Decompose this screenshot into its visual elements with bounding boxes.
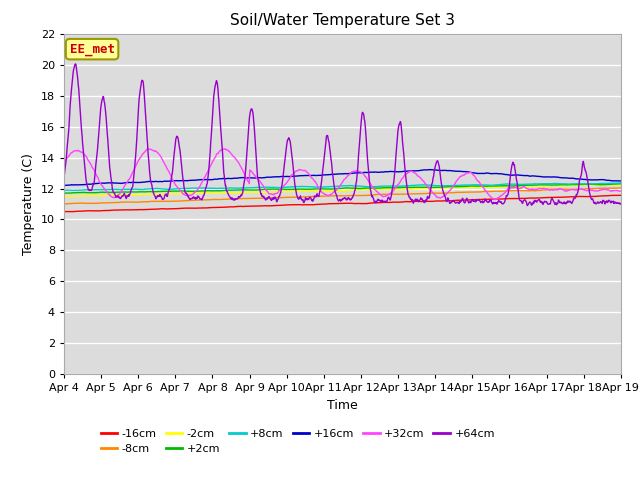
+8cm	[246, 185, 254, 191]
+32cm	[184, 192, 192, 198]
+16cm	[246, 175, 254, 181]
+64cm	[246, 108, 254, 114]
+64cm	[552, 201, 559, 207]
+8cm	[60, 187, 68, 193]
+32cm	[144, 146, 152, 152]
+2cm	[616, 181, 623, 187]
+32cm	[60, 159, 68, 165]
+64cm	[60, 175, 68, 180]
+16cm	[551, 174, 559, 180]
+8cm	[429, 182, 437, 188]
-8cm	[60, 201, 68, 207]
-16cm	[171, 206, 179, 212]
+32cm	[246, 168, 254, 173]
+64cm	[171, 146, 179, 152]
-2cm	[68, 193, 76, 199]
+16cm	[429, 167, 437, 173]
+2cm	[60, 191, 68, 196]
-2cm	[502, 184, 509, 190]
+16cm	[184, 178, 191, 183]
Y-axis label: Temperature (C): Temperature (C)	[22, 153, 35, 255]
+2cm	[246, 187, 254, 193]
Line: +2cm: +2cm	[64, 184, 621, 193]
-16cm	[616, 192, 624, 198]
+64cm	[617, 201, 625, 206]
-2cm	[246, 189, 254, 195]
-8cm	[551, 186, 559, 192]
+16cm	[426, 167, 433, 172]
+8cm	[184, 186, 192, 192]
Line: +16cm: +16cm	[64, 169, 621, 186]
-2cm	[617, 182, 625, 188]
-2cm	[60, 193, 68, 199]
+32cm	[617, 188, 625, 194]
-8cm	[246, 195, 254, 201]
+8cm	[551, 180, 559, 186]
-2cm	[184, 191, 192, 196]
-2cm	[605, 181, 613, 187]
Legend: -16cm, -8cm, -2cm, +2cm, +8cm, +16cm, +32cm, +64cm: -16cm, -8cm, -2cm, +2cm, +8cm, +16cm, +3…	[96, 424, 500, 459]
-8cm	[617, 185, 625, 191]
+32cm	[552, 187, 559, 192]
Title: Soil/Water Temperature Set 3: Soil/Water Temperature Set 3	[230, 13, 455, 28]
+16cm	[60, 183, 68, 189]
-8cm	[502, 188, 509, 194]
+16cm	[617, 178, 625, 184]
Line: +8cm: +8cm	[64, 183, 621, 191]
+64cm	[184, 194, 192, 200]
+16cm	[502, 171, 509, 177]
+8cm	[70, 188, 78, 193]
Line: -8cm: -8cm	[64, 188, 621, 204]
+64cm	[72, 61, 79, 67]
-16cm	[246, 204, 254, 209]
-2cm	[551, 183, 559, 189]
+2cm	[429, 184, 436, 190]
-16cm	[184, 205, 192, 211]
+32cm	[429, 190, 437, 196]
-16cm	[551, 194, 559, 200]
+8cm	[171, 186, 179, 192]
X-axis label: Time: Time	[327, 399, 358, 412]
+2cm	[184, 189, 191, 194]
-8cm	[170, 198, 178, 204]
+64cm	[524, 203, 531, 208]
+2cm	[551, 182, 559, 188]
-16cm	[502, 196, 509, 202]
-2cm	[171, 191, 179, 197]
Line: +32cm: +32cm	[64, 149, 621, 200]
+2cm	[617, 181, 625, 187]
-8cm	[429, 190, 436, 196]
-8cm	[184, 198, 191, 204]
-16cm	[60, 209, 68, 215]
Line: -2cm: -2cm	[64, 184, 621, 196]
+32cm	[171, 180, 179, 186]
+2cm	[502, 183, 509, 189]
Line: +64cm: +64cm	[64, 64, 621, 205]
+2cm	[170, 188, 178, 194]
-16cm	[65, 209, 73, 215]
+64cm	[502, 195, 509, 201]
+32cm	[502, 188, 510, 194]
Text: EE_met: EE_met	[70, 43, 115, 56]
-16cm	[617, 192, 625, 198]
-2cm	[429, 185, 437, 191]
+8cm	[617, 180, 625, 186]
+8cm	[502, 181, 509, 187]
+32cm	[492, 197, 499, 203]
Line: -16cm: -16cm	[64, 195, 621, 212]
-16cm	[429, 198, 437, 204]
+16cm	[170, 178, 178, 183]
+64cm	[429, 174, 437, 180]
